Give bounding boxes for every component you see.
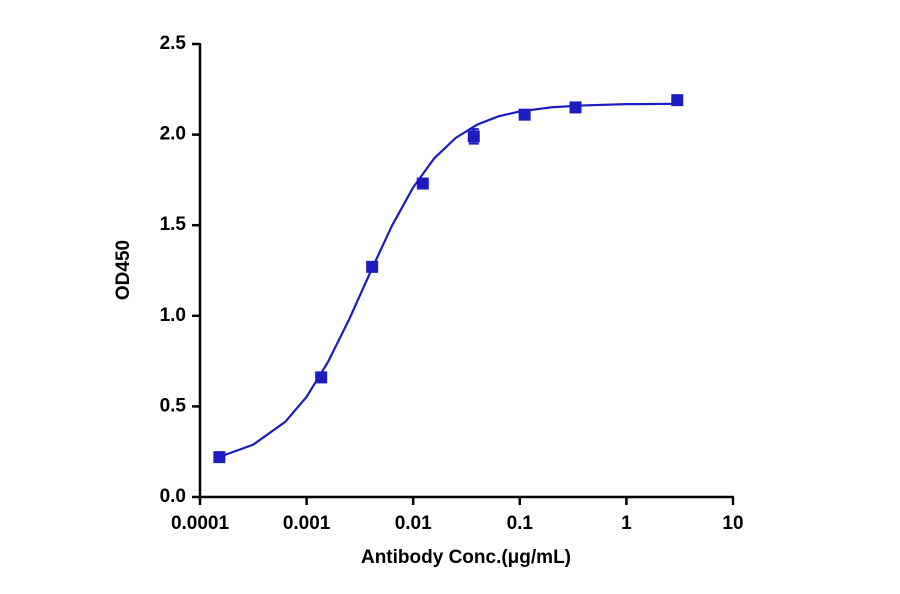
x-axis-label: Antibody Conc.(μg/mL) — [361, 547, 571, 568]
y-tick-label: 0.5 — [160, 395, 187, 416]
y-tick-label: 2.5 — [160, 33, 187, 54]
data-point — [416, 177, 429, 190]
data-point — [467, 130, 480, 143]
y-axis-label: OD450 — [113, 240, 134, 300]
x-tick-label: 1 — [621, 513, 632, 534]
data-point — [569, 101, 582, 114]
x-tick-label: 10 — [722, 513, 743, 534]
data-point — [213, 451, 226, 464]
data-point — [315, 371, 328, 384]
data-point — [366, 260, 379, 273]
data-point — [518, 108, 531, 121]
x-tick-label: 0.0001 — [171, 513, 230, 534]
y-tick-label: 1.5 — [160, 214, 187, 235]
data-point — [671, 94, 684, 107]
fit-curve — [220, 102, 678, 458]
y-tick-label: 0.0 — [160, 486, 186, 507]
x-tick-label: 0.001 — [283, 513, 331, 534]
x-tick-label: 0.1 — [507, 513, 534, 534]
x-tick-label: 0.01 — [395, 513, 432, 534]
y-tick-label: 2.0 — [160, 124, 186, 145]
y-tick-label: 1.0 — [160, 305, 186, 326]
